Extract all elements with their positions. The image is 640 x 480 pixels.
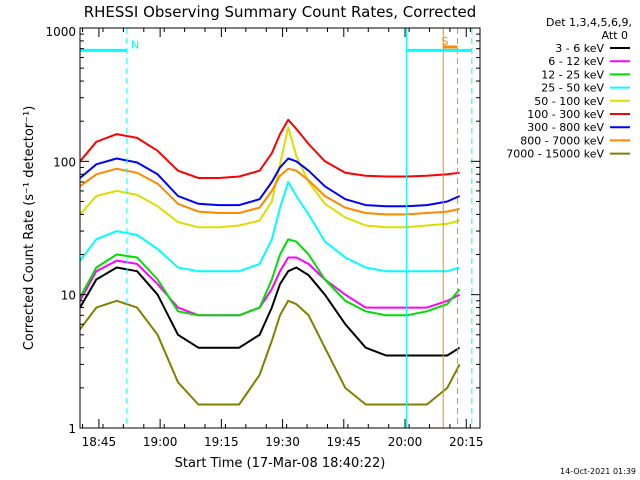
- annotation-label-0: N: [131, 38, 139, 51]
- series-line-5: [80, 118, 460, 179]
- series-line-6: [80, 157, 461, 208]
- x-tick-label: 19:30: [265, 435, 300, 449]
- legend-header-line-2: Att 0: [602, 29, 628, 42]
- y-tick-label: 1000: [45, 25, 76, 39]
- legend-label-1: 6 - 12 keV: [548, 55, 604, 68]
- series-line-3: [80, 181, 460, 273]
- chart-title: RHESSI Observing Summary Count Rates, Co…: [84, 3, 477, 21]
- y-axis-label: Corrected Count Rate (s⁻¹ detector⁻¹): [22, 106, 37, 351]
- y-tick-label: 10: [61, 289, 76, 303]
- series-line-4: [80, 126, 460, 229]
- series-line-0: [80, 266, 461, 357]
- legend-label-7: 800 - 7000 keV: [520, 134, 604, 147]
- legend-label-0: 3 - 6 keV: [555, 42, 604, 55]
- x-tick-label: 19:15: [204, 435, 239, 449]
- x-tick-label: 19:00: [143, 435, 178, 449]
- y-axis: 1 10 100 1000: [45, 25, 480, 436]
- footer-timestamp: 14-Oct-2021 01:39: [560, 467, 636, 476]
- legend-label-5: 100 - 300 keV: [527, 108, 604, 121]
- y-tick-label: 1: [68, 422, 76, 436]
- x-tick-label: 18:45: [82, 435, 117, 449]
- x-tick-label: 20:00: [388, 435, 423, 449]
- x-axis: 18:45 19:00 19:15 19:30 19:45 20:00 20:15: [82, 28, 484, 449]
- annotation-label-1: S: [442, 35, 449, 48]
- series-line-7: [80, 167, 460, 216]
- series-layer: [80, 118, 461, 406]
- legend-label-4: 50 - 100 keV: [534, 95, 604, 108]
- x-axis-label: Start Time (17-Mar-08 18:40:22): [175, 456, 386, 471]
- legend-label-3: 25 - 50 keV: [541, 82, 604, 95]
- x-tick-label: 20:15: [449, 435, 484, 449]
- series-line-2: [80, 238, 461, 317]
- annotation-layer: [80, 28, 473, 428]
- legend-header-line-1: Det 1,3,4,5,6,9,: [546, 16, 632, 29]
- series-line-1: [80, 256, 461, 317]
- legend-label-6: 300 - 800 keV: [527, 121, 604, 134]
- y-tick-label: 100: [53, 155, 76, 169]
- legend-label-8: 7000 - 15000 keV: [506, 148, 604, 161]
- legend-label-2: 12 - 25 keV: [541, 68, 604, 81]
- plot-frame: [79, 27, 481, 429]
- series-line-8: [80, 299, 461, 406]
- x-tick-label: 19:45: [326, 435, 361, 449]
